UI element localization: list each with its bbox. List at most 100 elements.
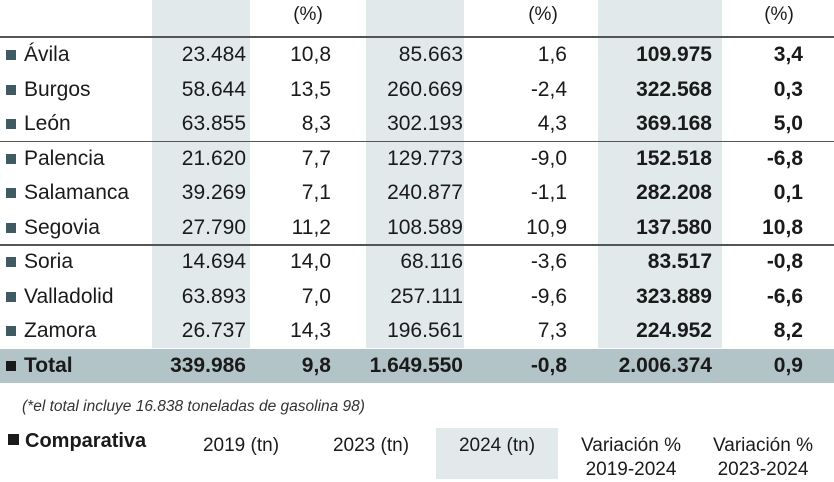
- cell-v2023: 339.986: [170, 353, 246, 377]
- cell-p3: 0,9: [773, 353, 803, 377]
- cell-v2024: 83.517: [647, 250, 712, 273]
- province-name: Burgos: [24, 77, 91, 101]
- province-name: Total: [24, 353, 73, 377]
- cell-v2019: 85.663: [398, 43, 463, 66]
- cell-v2024: 137.580: [636, 215, 712, 239]
- province-name: Palencia: [24, 146, 105, 170]
- cell-p3: -6,6: [766, 284, 803, 308]
- cell-p3: 10,8: [762, 215, 803, 239]
- cell-v2019: 302.193: [387, 112, 463, 135]
- comparativa-header-var1-label: Variación %: [581, 435, 681, 456]
- table-row: Ávila 23.484 10,8 85.663 1,6 109.975 3,4: [0, 38, 834, 73]
- header-unit-pct-1: (%): [293, 4, 323, 25]
- cell-v2023: 27.790: [181, 215, 246, 239]
- province-name: Segovia: [24, 215, 100, 239]
- cell-v2023: 58.644: [181, 77, 246, 101]
- cell-p1: 14,3: [290, 319, 331, 342]
- bullet-icon: [6, 84, 16, 95]
- cell-p2: 10,9: [526, 215, 567, 239]
- bullet-icon: [6, 188, 16, 198]
- cell-v2019: 260.669: [387, 77, 463, 101]
- comparativa-header-var1: Variación % 2019-2024: [566, 434, 696, 482]
- province-name: Valladolid: [24, 284, 114, 308]
- comparativa-header-var2: Variación % 2023-2024: [698, 434, 828, 482]
- cell-p2: 1,6: [537, 43, 567, 66]
- cell-p3: 0,3: [773, 77, 803, 101]
- comparativa-header-2023: 2023 (tn): [332, 435, 410, 456]
- province-name: León: [24, 112, 71, 135]
- cell-v2023: 63.855: [181, 112, 246, 135]
- province-name: Soria: [24, 250, 74, 273]
- bullet-icon: [6, 153, 16, 164]
- cell-p2: 7,3: [537, 319, 567, 342]
- cell-v2019: 257.111: [390, 284, 463, 308]
- cell-p3: 0,1: [773, 181, 803, 204]
- cell-v2023: 14.694: [181, 250, 246, 273]
- cell-v2023: 63.893: [181, 284, 246, 308]
- bullet-icon: [6, 360, 16, 371]
- table-row: Zamora 26.737 14,3 196.561 7,3 224.952 8,2: [0, 314, 834, 349]
- header-unit-pct-3: (%): [764, 4, 794, 25]
- bullet-icon: [6, 119, 16, 129]
- cell-p1: 7,0: [301, 284, 331, 308]
- cell-v2024: 2.006.374: [618, 353, 712, 377]
- comparativa-header-2024: 2024 (tn): [458, 435, 536, 456]
- comparativa-title-text: Comparativa: [25, 430, 147, 452]
- comparativa-title: Comparativa: [8, 430, 146, 453]
- cell-p1: 11,2: [291, 215, 331, 239]
- cell-p1: 7,1: [301, 181, 331, 204]
- cell-v2019: 1.649.550: [369, 353, 463, 377]
- cell-v2023: 21.620: [181, 146, 246, 170]
- cell-p2: -9,6: [530, 284, 567, 308]
- table-row: Segovia 27.790 11,2 108.589 10,9 137.580 10,8: [0, 211, 834, 246]
- cell-p1: 14,0: [290, 250, 331, 273]
- cell-p3: 3,4: [773, 43, 803, 66]
- cell-v2019: 68.116: [400, 250, 463, 273]
- group-separator: [0, 244, 834, 246]
- comparativa-header-var2-range: 2023-2024: [717, 459, 809, 480]
- cell-p1: 13,5: [290, 77, 331, 101]
- province-name: Salamanca: [24, 181, 130, 204]
- cell-v2024: 322.568: [636, 77, 712, 101]
- cell-p1: 8,3: [301, 112, 331, 135]
- cell-v2024: 224.952: [636, 319, 712, 342]
- column-band-1: [152, 0, 250, 348]
- cell-p2: -3,6: [530, 250, 567, 273]
- cell-p2: -1,1: [530, 181, 567, 204]
- cell-v2024: 152.518: [636, 146, 712, 170]
- cell-v2024: 109.975: [636, 43, 712, 66]
- table-row: Valladolid 63.893 7,0 257.111 -9,6 323.889 -6,…: [0, 280, 834, 315]
- cell-v2019: 129.773: [387, 146, 463, 170]
- cell-p2: -9,0: [530, 146, 567, 170]
- bullet-icon: [6, 222, 16, 233]
- cell-v2023: 39.269: [181, 181, 246, 204]
- cell-v2023: 26.737: [181, 319, 246, 342]
- cell-p2: 4,3: [537, 112, 567, 135]
- cell-v2024: 323.889: [636, 284, 712, 308]
- bullet-icon: [6, 50, 16, 60]
- cell-v2024: 369.168: [636, 112, 712, 135]
- comparativa-header-2019: 2019 (tn): [202, 435, 280, 456]
- header-separator: [0, 36, 834, 38]
- cell-p1: 7,7: [301, 146, 331, 170]
- table-row: Burgos 58.644 13,5 260.669 -2,4 322.568 0,3: [0, 73, 834, 108]
- header-unit-pct-2: (%): [528, 4, 558, 25]
- table-row: Soria 14.694 14,0 68.116 -3,6 83.517 -0,8: [0, 245, 834, 280]
- cell-p3: 5,0: [773, 112, 803, 135]
- cell-p1: 9,8: [301, 353, 331, 377]
- bullet-icon: [8, 434, 19, 445]
- table-row: Salamanca 39.269 7,1 240.877 -1,1 282.208 0,1: [0, 176, 834, 211]
- group-separator: [0, 140, 834, 142]
- footnote: (*el total incluye 16.838 toneladas de g…: [22, 398, 365, 415]
- cell-v2019: 108.589: [387, 215, 463, 239]
- table-row: Palencia 21.620 7,7 129.773 -9,0 152.518 -6,8: [0, 142, 834, 177]
- bullet-icon: [6, 291, 16, 302]
- cell-p3: -6,8: [766, 146, 803, 170]
- comparativa-header-var2-label: Variación %: [713, 435, 813, 456]
- bullet-icon: [6, 257, 16, 267]
- table-total-row: Total 339.986 9,8 1.649.550 -0,8 2.006.374 0,9: [0, 348, 834, 383]
- column-band-2: [366, 0, 464, 348]
- bullet-icon: [6, 326, 16, 336]
- province-name: Zamora: [24, 319, 97, 342]
- column-band-3: [598, 0, 722, 348]
